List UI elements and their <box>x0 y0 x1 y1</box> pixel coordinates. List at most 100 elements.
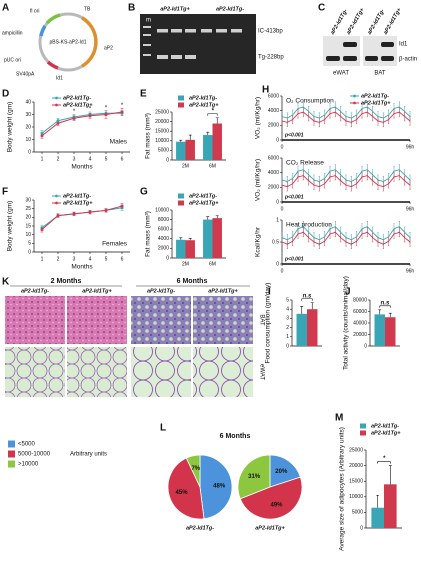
x-tick-label: 4 <box>89 256 92 262</box>
feature-label: pUC ori <box>4 57 21 63</box>
lane-label: aP2-Id1Tg- <box>216 6 244 12</box>
point <box>88 114 92 118</box>
y-tick-label: 20000 <box>349 463 363 469</box>
slice-label: 48% <box>213 483 226 489</box>
x-tick-label: 4 <box>89 156 92 162</box>
point <box>56 119 60 123</box>
legend-title: Arbitrary units <box>70 452 107 458</box>
panel-label: B <box>128 3 135 14</box>
y-tick-label: 5 <box>286 297 289 303</box>
histology-image <box>5 296 65 344</box>
x-tick-label: 96h <box>406 144 415 150</box>
chart-title: Females <box>102 241 128 248</box>
legend-label: 5000-10000 <box>18 452 51 458</box>
point <box>40 227 44 231</box>
error-bar <box>179 139 183 142</box>
histology-image <box>193 296 253 344</box>
x-tick-label: 2M <box>182 261 189 267</box>
y-tick-label: 2000 <box>268 185 279 191</box>
series-line <box>41 112 122 134</box>
legend-swatch <box>55 201 58 205</box>
point <box>72 116 76 120</box>
x-tick-label: 6 <box>121 256 124 262</box>
bar <box>384 484 397 528</box>
plasmid-amp <box>39 25 47 37</box>
panel-label: E <box>140 89 147 100</box>
series-line <box>281 231 411 245</box>
panel-label: L <box>160 423 166 434</box>
x-tick-label: 96h <box>406 268 415 274</box>
x-tick-label: 1 <box>41 156 44 162</box>
x-tick-label: 6 <box>121 156 124 162</box>
legend-label: aP2-Id1Tg+ <box>361 100 391 106</box>
chart-title: O₂ Consumption <box>286 98 334 105</box>
plasmid-flori <box>45 13 61 25</box>
chart-title: 6 Months <box>220 433 251 440</box>
y-tick-label: 0 <box>286 343 289 349</box>
error-bar <box>206 216 210 220</box>
slice-label: 49% <box>270 503 283 509</box>
x-tick-label: 6M <box>209 163 216 169</box>
legend-label: aP2-Id1Tg+ <box>189 200 219 206</box>
lane-label: aP2-Id1Tg- <box>147 288 175 294</box>
y-tick-label: 25000 <box>349 447 363 453</box>
bar <box>374 314 385 346</box>
panel-label: G <box>140 187 148 198</box>
y-tick-label: 10 <box>25 137 31 143</box>
y-tick-label: 0 <box>364 343 367 349</box>
legend-label: aP2-Id1Tg+ <box>63 200 93 206</box>
y-tick-label: 10000 <box>155 138 169 144</box>
legend-swatch <box>55 103 58 107</box>
legend-label: aP2-Id1Tg- <box>371 423 399 429</box>
y-tick-label: 2000 <box>268 123 279 129</box>
legend-swatch <box>353 101 356 105</box>
series-line <box>281 106 411 119</box>
annotation: * <box>211 108 214 114</box>
y-axis-label: Body weight (gm) <box>7 102 14 153</box>
error-bar <box>388 312 392 318</box>
significance-bracket <box>301 298 313 301</box>
legend-label: aP2-Id1Tg+ <box>371 430 401 436</box>
pie-slice <box>237 454 271 500</box>
bar <box>203 219 213 258</box>
feature-label: Id1 <box>56 75 63 81</box>
panel-label: I <box>268 287 271 298</box>
plasmid-ap2 <box>81 16 98 68</box>
histology-image <box>193 347 253 397</box>
bar <box>185 139 195 160</box>
error-bar <box>376 494 380 508</box>
y-tick-label: 0 <box>166 255 169 261</box>
y-tick-label: 20000 <box>155 119 169 125</box>
lane-label: aP2-Id1Tg+ <box>208 288 238 294</box>
age-label: 2 Months <box>51 278 82 285</box>
y-tick-label: 1 <box>276 217 279 223</box>
band-label: IC-413bp <box>258 29 283 35</box>
age-label: 6 Months <box>177 278 208 285</box>
band-label: Tg-228bp <box>258 55 284 61</box>
point <box>104 113 108 116</box>
y-tick-label: 5000 <box>352 510 363 516</box>
error-bar <box>215 215 219 219</box>
y-tick-label: 2000 <box>158 246 169 252</box>
bar <box>385 317 396 346</box>
x-tick-label: 5 <box>105 256 108 262</box>
feature-label: TB <box>84 6 91 12</box>
pie-slice <box>185 454 201 488</box>
lane-label: aP2-Id1Tg- <box>21 288 49 294</box>
legend-swatch <box>178 102 184 108</box>
chart-title: Heat production <box>286 222 332 229</box>
feature-label: fl ori <box>30 8 39 14</box>
x-tick-label: 1 <box>41 256 44 262</box>
annotation: * <box>105 105 108 111</box>
bar <box>185 240 195 258</box>
lane-label: aP2-Id1Tg+ <box>346 7 366 36</box>
y-tick-label: 0 <box>360 525 363 531</box>
annotation: * <box>383 456 386 462</box>
y-tick-label: 6000 <box>268 93 279 99</box>
y-tick-label: 20 <box>25 215 31 221</box>
legend-label: aP2-Id1Tg- <box>63 193 91 199</box>
panel-label: C <box>318 3 325 14</box>
pie-label: aP2-Id1Tg- <box>186 525 214 531</box>
x-tick-label: 5 <box>105 156 108 162</box>
